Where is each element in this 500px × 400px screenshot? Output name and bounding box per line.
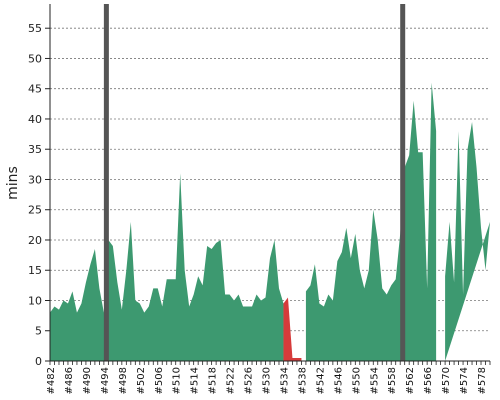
y-axis-title: mins <box>5 166 21 200</box>
x-tick-labels: #482 #486 #490 #494 #498 #502 #506 #510 #514 #518… <box>46 367 488 394</box>
success-area-2 <box>445 121 490 362</box>
x-tick-label-546: #546 <box>333 367 344 394</box>
x-tick-label-510: #510 <box>172 367 183 394</box>
x-tick-label-542: #542 <box>315 367 326 394</box>
x-tick-label-526: #526 <box>244 367 255 394</box>
axes <box>45 4 491 365</box>
x-tick-label-578: #578 <box>477 367 488 394</box>
y-tick-label-35: 35 <box>28 143 42 156</box>
x-tick-label-482: #482 <box>46 367 57 394</box>
x-tick-label-518: #518 <box>208 367 219 394</box>
aborted-marker-0 <box>103 4 109 361</box>
aborted-marker-1 <box>400 4 406 361</box>
y-tick-label-25: 25 <box>28 204 42 217</box>
success-area-0 <box>50 173 284 361</box>
x-tick-label-554: #554 <box>369 367 380 394</box>
x-tick-label-494: #494 <box>100 367 111 394</box>
y-tick-label-55: 55 <box>28 22 42 35</box>
y-tick-label-40: 40 <box>28 113 42 126</box>
y-tick-label-45: 45 <box>28 83 42 96</box>
x-tick-label-486: #486 <box>64 367 75 394</box>
x-tick-label-558: #558 <box>387 367 398 394</box>
x-tick-label-534: #534 <box>279 367 290 394</box>
x-tick-label-506: #506 <box>154 367 165 394</box>
success-area-1 <box>305 82 437 361</box>
y-tick-label-5: 5 <box>35 325 42 338</box>
series-areas <box>50 82 490 362</box>
failed-area-0 <box>283 297 302 361</box>
x-tick-label-498: #498 <box>118 367 129 394</box>
x-tick-label-570: #570 <box>441 367 452 394</box>
y-tick-label-15: 15 <box>28 264 42 277</box>
x-tick-label-502: #502 <box>136 367 147 394</box>
x-tick-label-522: #522 <box>226 367 237 394</box>
aborted-markers <box>103 4 406 361</box>
x-tick-label-530: #530 <box>262 367 273 394</box>
x-tick-label-566: #566 <box>423 367 434 394</box>
x-tick-label-562: #562 <box>405 367 416 394</box>
y-tick-labels: 0 5 10 15 20 25 30 35 40 45 50 55 <box>28 22 42 368</box>
y-tick-label-20: 20 <box>28 234 42 247</box>
y-tick-label-0: 0 <box>35 355 42 368</box>
x-tick-label-550: #550 <box>351 367 362 394</box>
y-tick-label-50: 50 <box>28 52 42 65</box>
y-tick-label-10: 10 <box>28 294 42 307</box>
x-tick-label-538: #538 <box>297 367 308 394</box>
x-tick-label-514: #514 <box>190 367 201 394</box>
x-tick-label-574: #574 <box>459 367 470 394</box>
x-tick-label-490: #490 <box>82 367 93 394</box>
y-tick-label-30: 30 <box>28 173 42 186</box>
